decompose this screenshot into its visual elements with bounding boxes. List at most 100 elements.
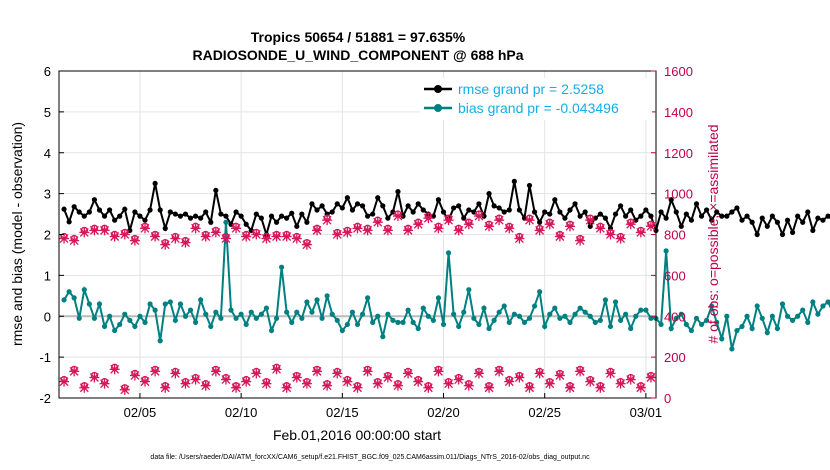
rmse-point xyxy=(375,195,381,201)
rmse-point xyxy=(602,215,609,221)
rmse-point xyxy=(638,213,644,219)
rmse-point xyxy=(800,219,806,225)
obs-assimilated-point xyxy=(241,376,252,387)
obs-assimilated-point xyxy=(312,366,323,377)
rmse-point xyxy=(122,206,128,212)
rmse-point xyxy=(370,211,376,217)
rmse-point xyxy=(117,213,123,219)
rmse-point xyxy=(456,203,462,209)
rmse-point xyxy=(719,213,725,219)
obs-assimilated-point xyxy=(524,382,535,393)
rmse-point xyxy=(537,219,543,225)
obs-assimilated-point xyxy=(544,219,555,230)
x-tick-label: 02/10 xyxy=(225,405,258,420)
bias-point xyxy=(349,309,356,315)
obs-assimilated-point xyxy=(534,225,545,236)
bias-point xyxy=(132,323,138,330)
bias-point xyxy=(764,330,770,336)
rmse-point xyxy=(405,203,411,209)
rmse-point xyxy=(547,211,553,217)
bias-point xyxy=(825,299,830,305)
y-tick-label: 2 xyxy=(44,228,51,243)
bias-point xyxy=(612,299,619,305)
bias-point xyxy=(233,315,239,321)
obs-assimilated-point xyxy=(150,231,161,242)
rmse-point xyxy=(96,207,103,213)
rmse-point xyxy=(203,209,209,215)
bias-point xyxy=(213,309,219,315)
bias-point xyxy=(354,321,361,328)
bias-point xyxy=(390,317,396,323)
obs-assimilated-point xyxy=(362,366,373,377)
rmse-point xyxy=(582,209,588,215)
obs-assimilated-point xyxy=(524,215,535,226)
bias-point xyxy=(187,307,194,313)
obs-assimilated-point xyxy=(544,378,555,389)
bias-point xyxy=(648,315,654,321)
rmse-point xyxy=(749,219,755,225)
obs-assimilated-point xyxy=(342,376,353,387)
rmse-point xyxy=(633,217,639,223)
bias-point xyxy=(405,307,411,313)
obs-assimilated-point xyxy=(443,378,454,389)
rmse-point xyxy=(198,215,204,221)
rmse-point xyxy=(157,207,163,213)
obs-assimilated-point xyxy=(645,372,656,383)
obs-assimilated-point xyxy=(615,378,626,389)
bias-point xyxy=(238,311,244,317)
bias-point xyxy=(511,311,517,317)
rmse-point xyxy=(612,211,619,217)
rmse-point xyxy=(744,213,750,219)
obs-assimilated-point xyxy=(564,221,575,232)
obs-assimilated-point xyxy=(190,223,201,234)
chart-title-line2: RADIOSONDE_U_WIND_COMPONENT @ 688 hPa xyxy=(192,47,523,63)
bias-point xyxy=(820,303,826,309)
obs-assimilated-point xyxy=(494,215,505,226)
rmse-point xyxy=(531,209,538,215)
bias-point xyxy=(420,305,426,311)
obs-layer xyxy=(59,210,656,395)
bias-point xyxy=(774,325,781,332)
rmse-point xyxy=(526,182,533,189)
bias-point xyxy=(562,313,568,319)
rmse-point xyxy=(359,203,366,209)
bias-point xyxy=(521,319,528,325)
obs-assimilated-point xyxy=(585,215,596,226)
y-right-tick-label: 800 xyxy=(664,228,686,243)
obs-assimilated-point xyxy=(423,213,434,224)
bias-point xyxy=(719,336,725,342)
bias-point xyxy=(703,317,710,323)
bias-point xyxy=(203,311,209,317)
obs-assimilated-point xyxy=(261,378,272,389)
bias-point xyxy=(91,315,98,321)
obs-assimilated-point xyxy=(200,231,211,242)
bias-point xyxy=(258,311,264,317)
bias-point xyxy=(623,311,629,317)
obs-assimilated-point xyxy=(89,225,100,236)
rmse-point xyxy=(628,207,634,213)
rmse-point xyxy=(91,197,98,203)
bias-point xyxy=(294,309,300,315)
footer-data-file: data file: /Users/raeder/DAI/ATM_forcXX/… xyxy=(150,454,590,461)
rmse-point xyxy=(243,221,249,227)
rmse-layer xyxy=(61,178,830,239)
rmse-point xyxy=(476,201,482,207)
rmse-point xyxy=(390,209,396,215)
rmse-point xyxy=(253,211,259,217)
bias-point xyxy=(617,317,624,323)
bias-point xyxy=(471,315,477,321)
x-axis-label: Feb.01,2016 00:00:00 start xyxy=(273,427,441,443)
rmse-point xyxy=(71,204,77,210)
rmse-point xyxy=(516,207,522,213)
bias-point xyxy=(273,315,280,321)
obs-assimilated-point xyxy=(140,223,151,234)
obs-assimilated-point xyxy=(352,382,363,393)
obs-assimilated-point xyxy=(372,217,383,228)
bias-point xyxy=(309,309,315,315)
bias-point xyxy=(334,317,340,323)
x-tick-label: 02/15 xyxy=(326,405,359,420)
rmse-point xyxy=(172,211,178,217)
rmse-point xyxy=(815,215,821,221)
bias-point xyxy=(172,317,178,323)
